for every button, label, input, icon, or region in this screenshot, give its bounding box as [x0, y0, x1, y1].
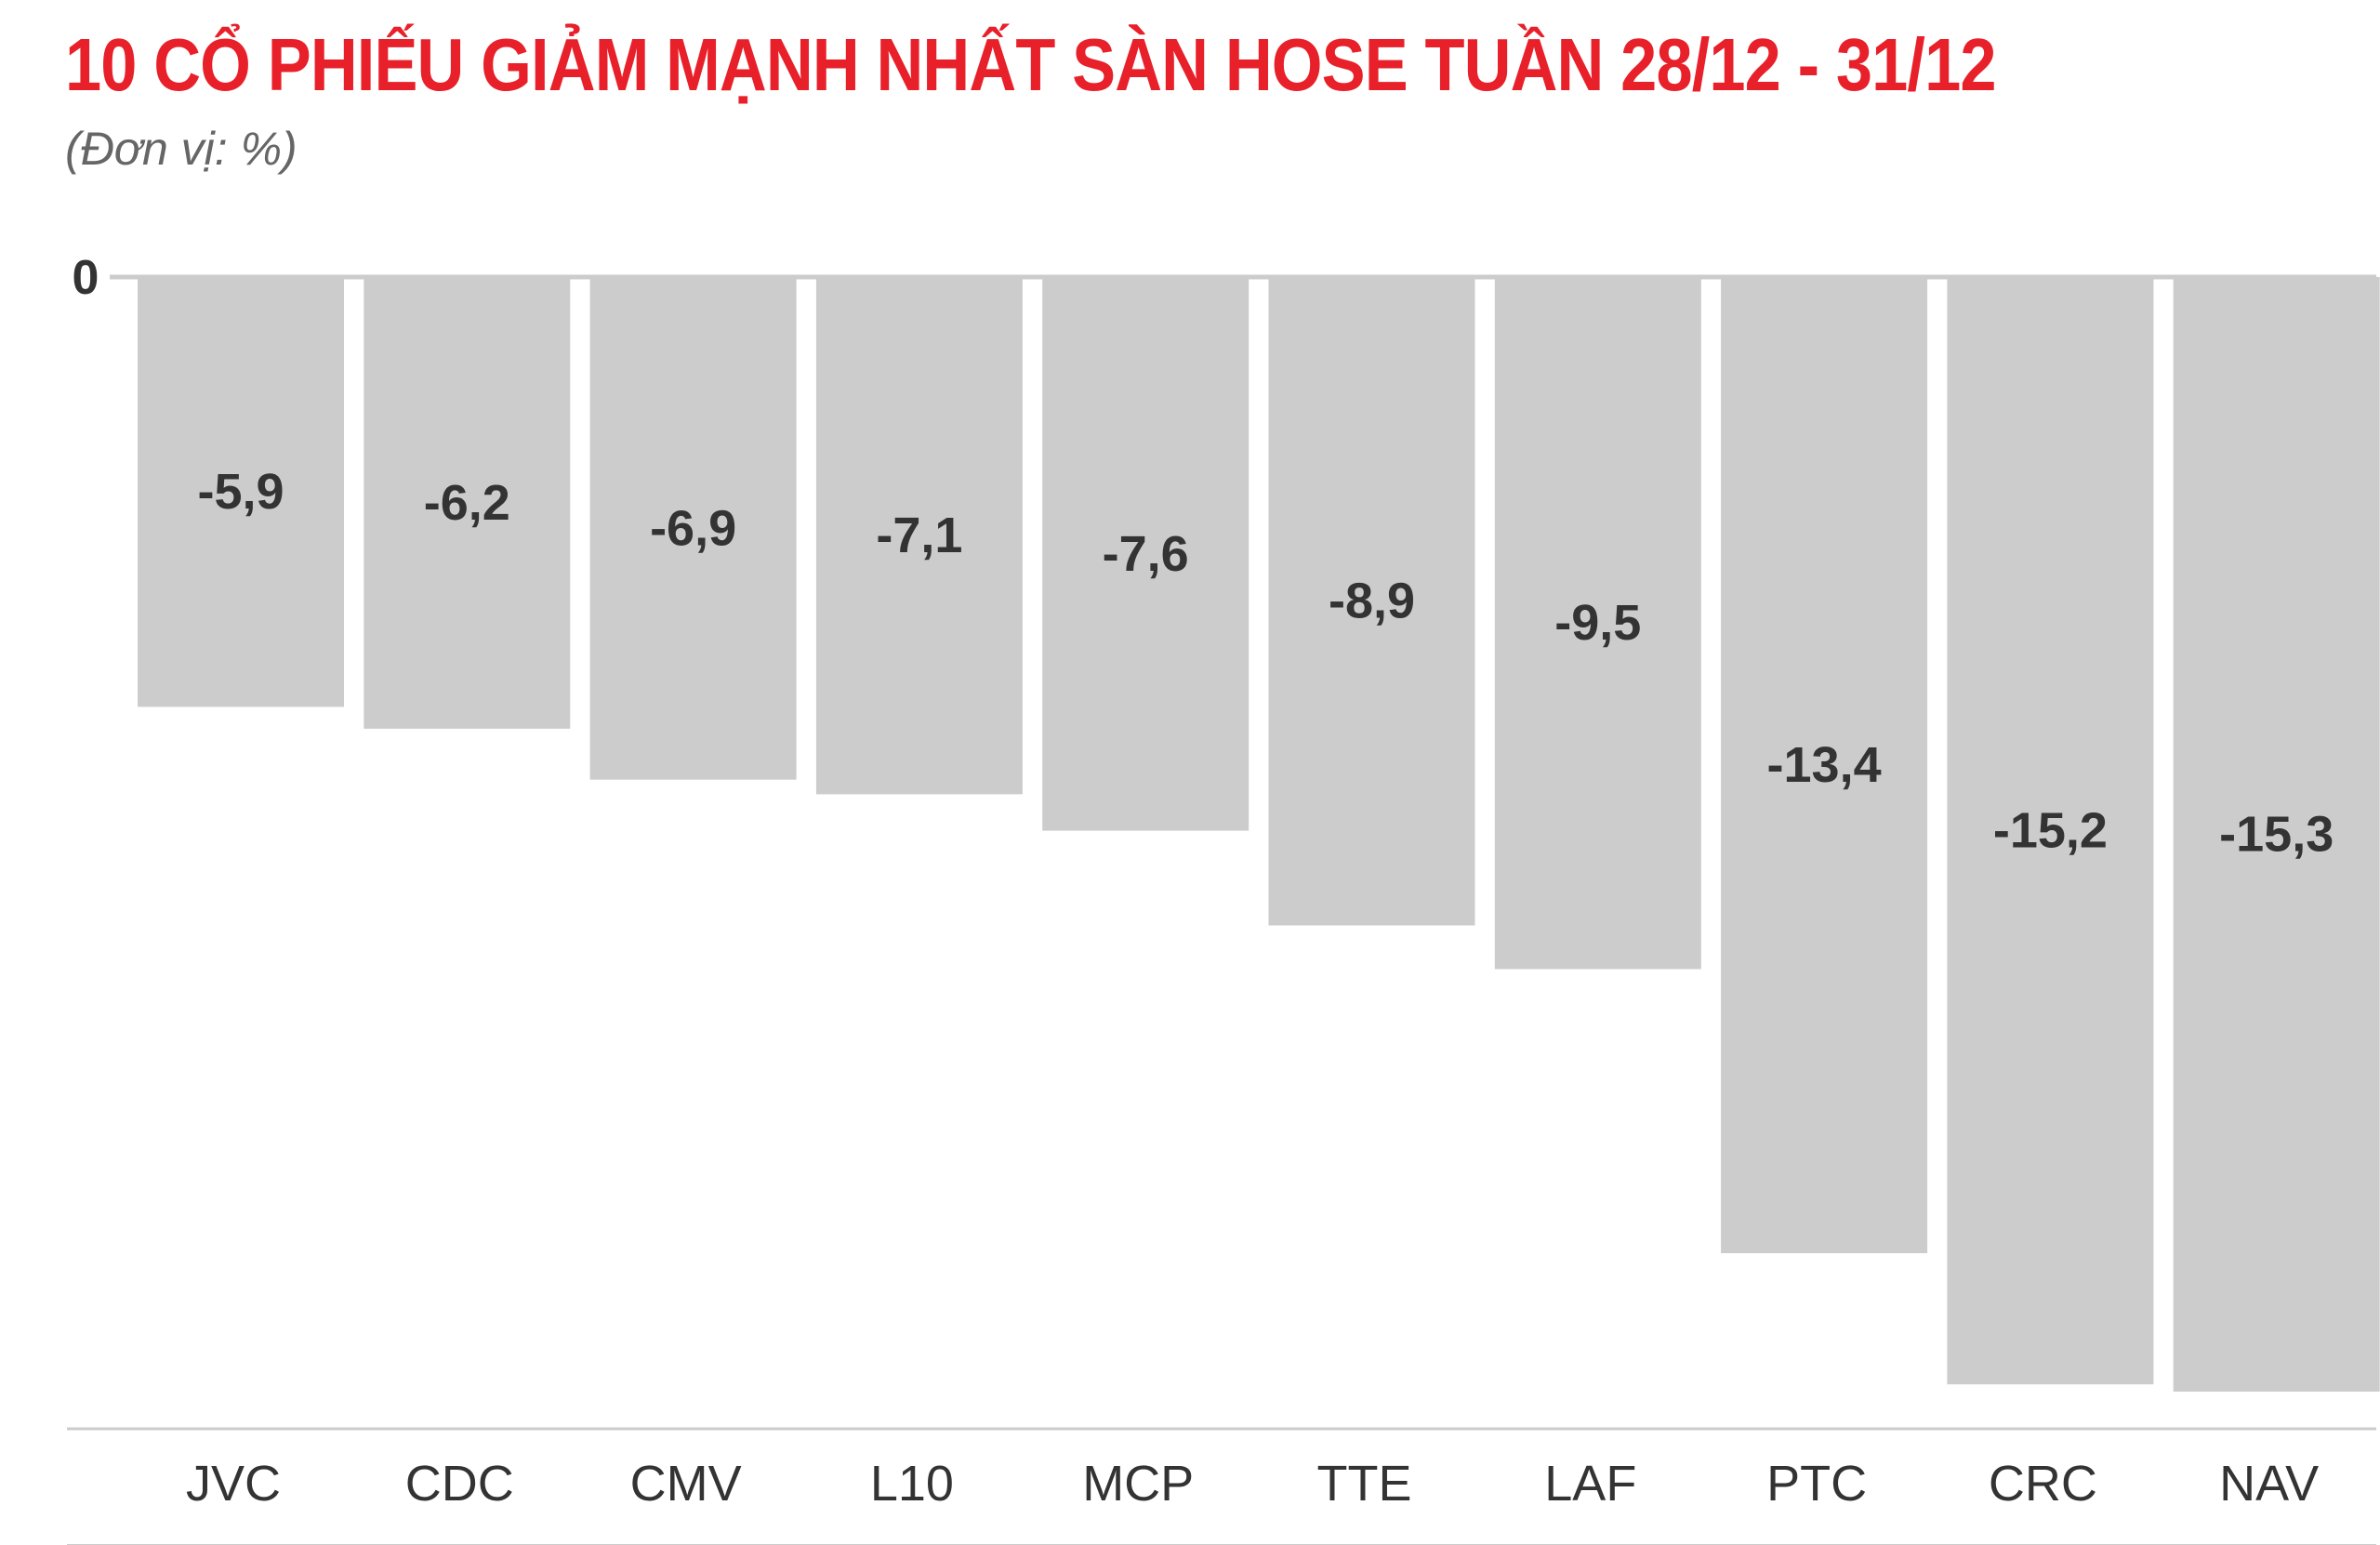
value-label-ptc: -13,4: [1767, 737, 1882, 793]
category-label-ptc: PTC: [1766, 1456, 1867, 1512]
bars-group: [138, 277, 2380, 1392]
bar-jvc: [138, 277, 344, 707]
value-label-cdc: -6,2: [424, 475, 510, 531]
bar-crc: [1947, 277, 2154, 1385]
category-label-crc: CRC: [1989, 1456, 2097, 1512]
chart-subtitle: (Đơn vị: %): [65, 123, 298, 175]
value-label-laf: -9,5: [1554, 595, 1641, 651]
category-label-l10: L10: [870, 1456, 954, 1512]
bar-ptc: [1721, 277, 1928, 1254]
bar-laf: [1494, 277, 1701, 970]
chart-title: 10 CỔ PHIẾU GIẢM MẠNH NHẤT SÀN HOSE TUẦN…: [65, 23, 1997, 106]
value-label-tte: -8,9: [1329, 574, 1415, 629]
bar-mcp: [1042, 277, 1250, 831]
bar-cdc: [364, 277, 571, 729]
value-label-nav: -15,3: [2219, 807, 2334, 863]
category-label-nav: NAV: [2219, 1456, 2319, 1512]
category-label-cdc: CDC: [405, 1456, 514, 1512]
y-zero-label: 0: [73, 251, 99, 305]
bar-tte: [1268, 277, 1475, 926]
value-label-cmv: -6,9: [650, 500, 736, 556]
category-labels-group: JVC CDC CMV L10 MCP TTE LAF PTC CRC NAV: [186, 1456, 2319, 1512]
value-label-jvc: -5,9: [197, 464, 284, 520]
category-label-mcp: MCP: [1082, 1456, 1194, 1512]
category-label-jvc: JVC: [186, 1456, 281, 1512]
category-label-cmv: CMV: [630, 1456, 742, 1512]
bar-nav: [2173, 277, 2380, 1392]
bar-l10: [815, 277, 1023, 795]
value-label-mcp: -7,6: [1103, 526, 1189, 582]
category-label-laf: LAF: [1544, 1456, 1636, 1512]
value-label-l10: -7,1: [876, 508, 962, 563]
category-label-tte: TTE: [1317, 1456, 1412, 1512]
bar-cmv: [589, 277, 797, 780]
value-labels-group: -5,9 -6,2 -6,9 -7,1 -7,6 -8,9 -9,5 -13,4 -15,2 -1…: [197, 464, 2334, 862]
value-label-crc: -15,2: [1993, 803, 2108, 859]
